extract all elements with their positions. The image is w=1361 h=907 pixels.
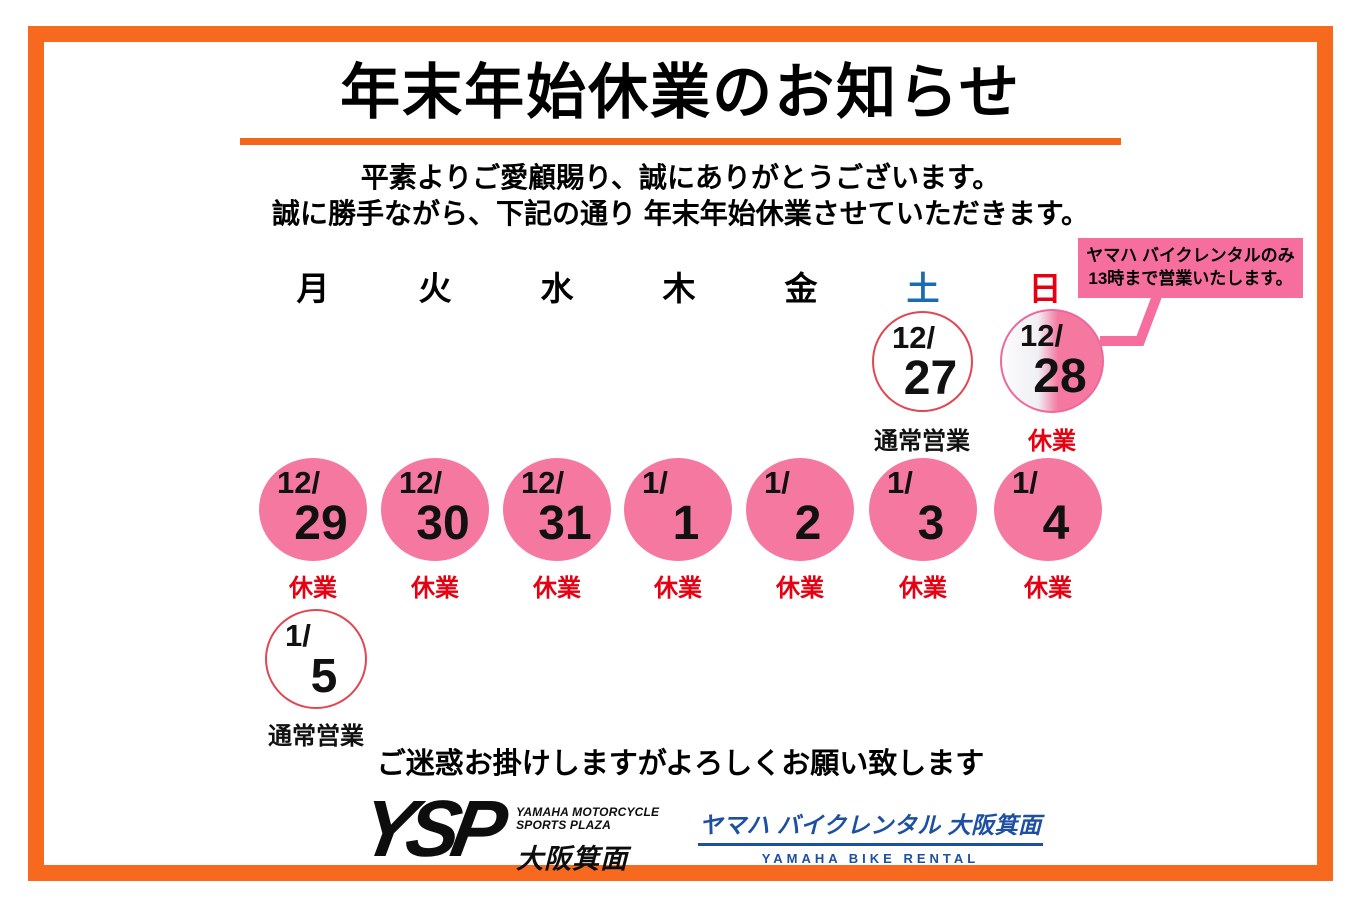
date-day: 4 xyxy=(1042,496,1070,550)
date-circle-12-27: 12/ 27 xyxy=(872,311,973,412)
date-circle-12-28: 12/ 28 xyxy=(1000,309,1104,413)
status-1-2: 休業 xyxy=(776,575,824,602)
date-circle-1-3: 1/ 3 xyxy=(869,458,977,561)
weekday-tue: 火 xyxy=(418,270,452,307)
weekday-wed: 水 xyxy=(540,270,574,307)
date-circle-1-4: 1/ 4 xyxy=(994,458,1102,561)
date-day: 27 xyxy=(903,351,958,405)
date-circle-1-5: 1/ 5 xyxy=(265,609,367,709)
ysp-logo-line-2: SPORTS PLAZA xyxy=(516,818,611,833)
date-day: 29 xyxy=(294,496,348,550)
status-1-4: 休業 xyxy=(1024,575,1072,602)
closing-message: ご迷惑お掛けしますがよろしくお願い致します xyxy=(376,748,985,780)
date-month: 1/ xyxy=(285,618,311,653)
ysp-logo: YSP YAMAHA MOTORCYCLE SPORTS PLAZA 大阪箕面 xyxy=(354,784,660,876)
date-circle-1-2: 1/ 2 xyxy=(746,458,854,561)
date-month: 1/ xyxy=(642,465,668,500)
rental-hours-callout: ヤマハ バイクレンタルのみ 13時まで営業いたします。 xyxy=(1078,238,1303,298)
status-12-29: 休業 xyxy=(289,575,337,602)
status-1-1: 休業 xyxy=(654,575,702,602)
status-12-31: 休業 xyxy=(533,575,581,602)
yamaha-bike-rental-logo: ヤマハ バイクレンタル 大阪箕面 YAMAHA BIKE RENTAL xyxy=(698,806,1043,866)
rental-logo-underline xyxy=(698,843,1043,846)
date-day: 5 xyxy=(310,649,338,703)
date-month: 1/ xyxy=(764,465,790,500)
status-12-28: 休業 xyxy=(1028,428,1076,455)
date-circle-12-31: 12/ 31 xyxy=(503,458,611,561)
date-day: 28 xyxy=(1033,349,1087,403)
rental-logo-subtitle: YAMAHA BIKE RENTAL xyxy=(761,851,980,866)
ysp-logo-mark: YSP xyxy=(354,784,506,873)
status-12-27: 通常営業 xyxy=(874,428,970,455)
weekday-fri: 金 xyxy=(784,270,818,307)
status-1-3: 休業 xyxy=(899,575,947,602)
date-circle-12-30: 12/ 30 xyxy=(381,458,489,561)
ysp-logo-line-1: YAMAHA MOTORCYCLE xyxy=(516,805,660,819)
rental-logo-title: ヤマハ バイクレンタル 大阪箕面 xyxy=(699,812,1042,838)
date-day: 30 xyxy=(416,496,470,550)
date-month: 12/ xyxy=(521,465,565,500)
date-circle-1-1: 1/ 1 xyxy=(624,458,732,561)
date-month: 12/ xyxy=(277,465,321,500)
date-month: 12/ xyxy=(1020,318,1064,353)
date-day: 3 xyxy=(917,496,945,550)
status-12-30: 休業 xyxy=(411,575,459,602)
border-frame xyxy=(28,26,1333,881)
date-circle-12-29: 12/ 29 xyxy=(259,458,367,561)
date-day: 2 xyxy=(794,496,822,550)
intro-line-1: 平素よりご愛顧賜り、誠にありがとうございます。 xyxy=(360,162,1001,193)
status-1-5: 通常営業 xyxy=(268,723,364,750)
date-month: 1/ xyxy=(1012,465,1038,500)
weekday-mon: 月 xyxy=(296,270,330,307)
date-month: 12/ xyxy=(399,465,443,500)
weekday-sun: 日 xyxy=(1028,270,1062,307)
page-title: 年末年始休業のお知らせ xyxy=(340,59,1021,126)
date-day: 31 xyxy=(538,496,592,550)
date-month: 1/ xyxy=(887,465,913,500)
date-day: 1 xyxy=(672,496,700,550)
intro-line-2: 誠に勝手ながら、下記の通り 年末年始休業させていただきます。 xyxy=(272,198,1089,229)
weekday-sat: 土 xyxy=(906,270,940,307)
callout-line-2: 13時まで営業いたします。 xyxy=(1088,269,1293,288)
weekday-thu: 木 xyxy=(662,270,696,307)
title-underline xyxy=(240,138,1121,145)
ysp-logo-shop-name: 大阪箕面 xyxy=(516,844,629,875)
callout-line-1: ヤマハ バイクレンタルのみ xyxy=(1086,246,1295,266)
date-month: 12/ xyxy=(892,320,936,355)
